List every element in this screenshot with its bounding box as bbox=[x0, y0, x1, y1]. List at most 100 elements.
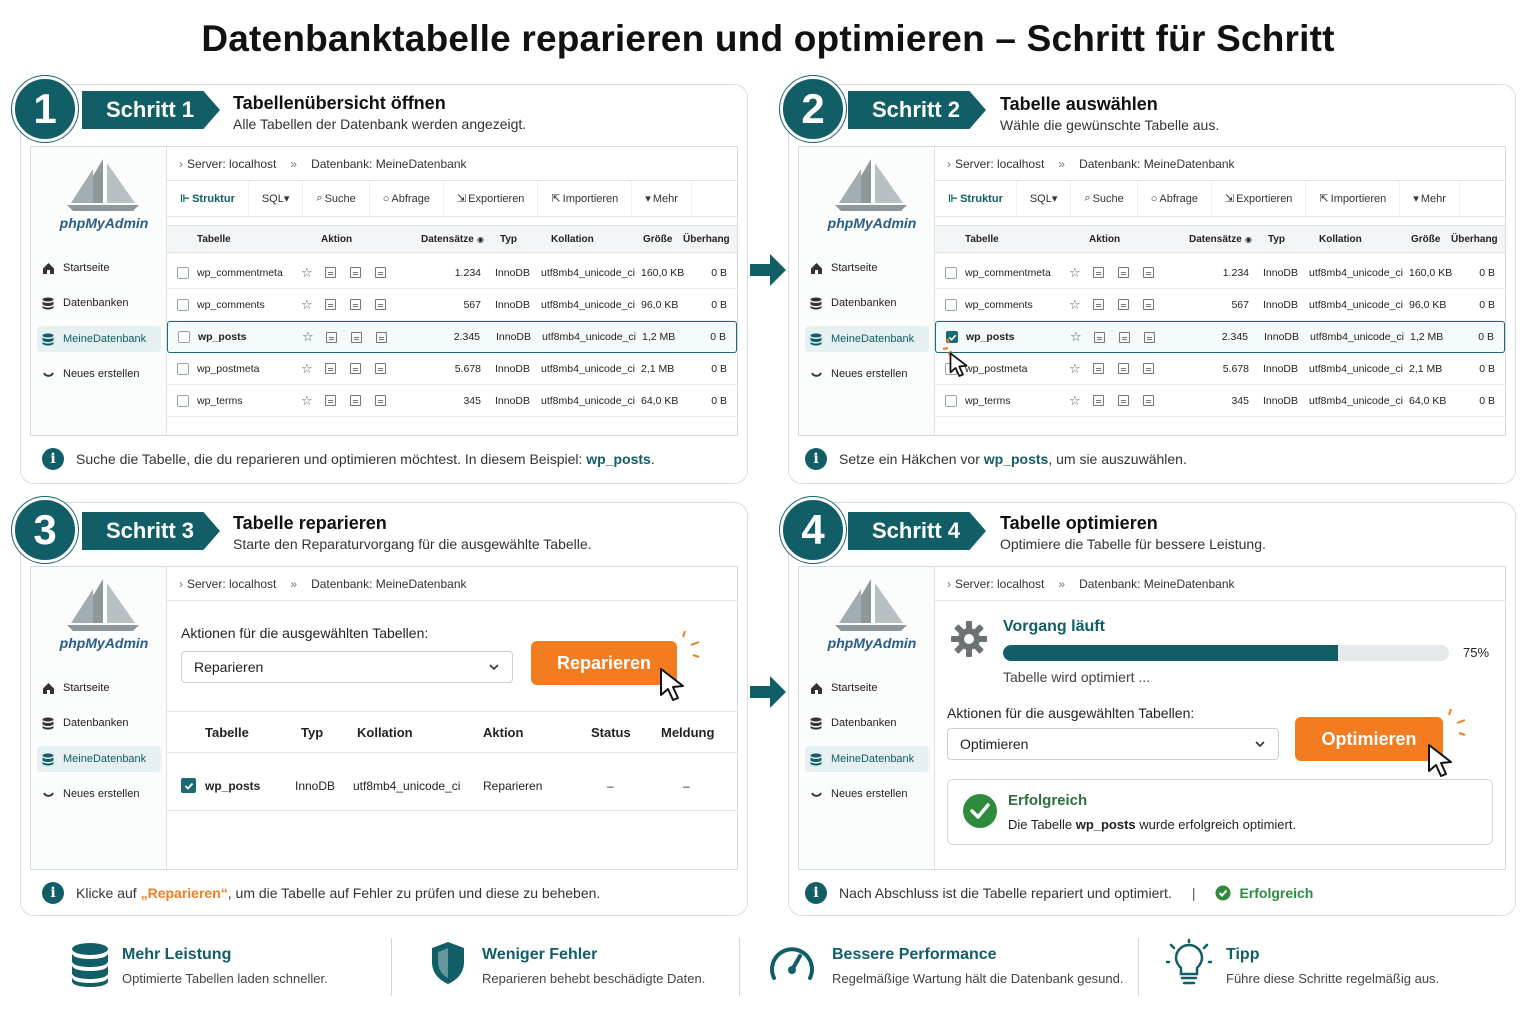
structure-icon[interactable] bbox=[349, 363, 361, 374]
tab-3[interactable]: ⌕ Suche bbox=[303, 180, 370, 217]
star-icon[interactable]: ☆ bbox=[1070, 329, 1082, 344]
tab-2[interactable]: SQL▾ bbox=[1017, 180, 1072, 217]
row-table-name[interactable]: wp_comments bbox=[197, 298, 265, 311]
col-header[interactable]: Tabelle bbox=[197, 233, 231, 245]
sidebar-item-1[interactable]: Startseite bbox=[37, 255, 161, 281]
sidebar-item-3[interactable]: MeineDatenbank bbox=[37, 326, 161, 352]
star-icon[interactable]: ☆ bbox=[301, 392, 313, 408]
browse-icon[interactable] bbox=[1092, 363, 1104, 374]
tab-1[interactable]: ⊩ Struktur bbox=[935, 180, 1017, 217]
col-header[interactable]: Datensätze bbox=[421, 233, 474, 245]
action-select[interactable]: Reparieren bbox=[181, 651, 513, 683]
col-header[interactable]: Kollation bbox=[551, 233, 594, 245]
row-checkbox[interactable] bbox=[945, 257, 957, 288]
tab-5[interactable]: ⇲ Exportieren bbox=[444, 180, 539, 217]
table-row[interactable]: wp_posts ☆ 2.345 InnoDB utf8mb4_unicode_ci 1,… bbox=[167, 321, 737, 353]
structure-icon[interactable] bbox=[349, 299, 361, 310]
sidebar-item-4[interactable]: Neues erstellen bbox=[37, 781, 161, 807]
structure-icon[interactable] bbox=[1117, 299, 1129, 310]
row-checkbox[interactable] bbox=[181, 761, 196, 810]
star-icon[interactable]: ☆ bbox=[301, 296, 313, 312]
star-icon[interactable]: ☆ bbox=[301, 360, 313, 376]
tab-7[interactable]: ▾ Mehr bbox=[1400, 180, 1460, 217]
row-checkbox[interactable] bbox=[178, 322, 190, 352]
crumb-server[interactable]: Server: localhost bbox=[187, 576, 277, 591]
row-table-name[interactable]: wp_postmeta bbox=[197, 362, 260, 375]
row-checkbox[interactable] bbox=[177, 257, 189, 288]
row-checkbox[interactable] bbox=[945, 289, 957, 320]
col-header[interactable]: Kollation bbox=[1319, 233, 1362, 245]
crumb-database[interactable]: Datenbank: MeineDatenbank bbox=[1079, 156, 1235, 171]
star-icon[interactable]: ☆ bbox=[1069, 296, 1081, 312]
row-table-name[interactable]: wp_commentmeta bbox=[965, 266, 1051, 279]
table-row[interactable]: wp_terms ☆ 345 InnoDB utf8mb4_unicode_ci 64,0… bbox=[167, 385, 737, 417]
search-icon[interactable] bbox=[375, 331, 387, 343]
col-header[interactable]: Größe bbox=[643, 233, 673, 245]
row-table-name[interactable]: wp_posts bbox=[966, 331, 1015, 343]
row-table-name[interactable]: wp_commentmeta bbox=[197, 266, 283, 279]
row-checkbox[interactable] bbox=[177, 289, 189, 320]
search-icon[interactable] bbox=[374, 395, 386, 406]
structure-icon[interactable] bbox=[350, 331, 362, 343]
crumb-database[interactable]: Datenbank: MeineDatenbank bbox=[311, 576, 467, 591]
sidebar-item-3[interactable]: MeineDatenbank bbox=[805, 746, 929, 772]
search-icon[interactable] bbox=[1142, 299, 1154, 310]
structure-icon[interactable] bbox=[1117, 267, 1129, 278]
table-row[interactable]: wp_terms ☆ 345 InnoDB utf8mb4_unicode_ci 64,0… bbox=[935, 385, 1505, 417]
browse-icon[interactable] bbox=[324, 299, 336, 310]
row-table-name[interactable]: wp_comments bbox=[965, 298, 1033, 311]
search-icon[interactable] bbox=[1142, 363, 1154, 374]
row-table-name[interactable]: wp_posts bbox=[198, 331, 247, 343]
sidebar-item-4[interactable]: Neues erstellen bbox=[805, 361, 929, 387]
search-icon[interactable] bbox=[374, 267, 386, 278]
tab-1[interactable]: ⊩ Struktur bbox=[167, 180, 249, 217]
sidebar-item-3[interactable]: MeineDatenbank bbox=[37, 746, 161, 772]
browse-icon[interactable] bbox=[325, 331, 337, 343]
col-header[interactable]: Überhang bbox=[1451, 233, 1498, 245]
optimize-button[interactable]: Optimieren bbox=[1295, 717, 1443, 761]
tab-7[interactable]: ▾ Mehr bbox=[632, 180, 692, 217]
phpmyadmin-logo[interactable]: phpMyAdmin bbox=[45, 577, 155, 657]
sidebar-item-2[interactable]: Datenbanken bbox=[805, 710, 929, 736]
col-header[interactable]: Überhang bbox=[683, 233, 730, 245]
star-icon[interactable]: ☆ bbox=[302, 329, 314, 344]
table-row[interactable]: wp_commentmeta ☆ 1.234 InnoDB utf8mb4_unicod… bbox=[167, 257, 737, 289]
search-icon[interactable] bbox=[374, 363, 386, 374]
action-select[interactable]: Optimieren bbox=[947, 728, 1279, 760]
search-icon[interactable] bbox=[1142, 267, 1154, 278]
star-icon[interactable]: ☆ bbox=[1069, 392, 1081, 408]
col-header[interactable]: Aktion bbox=[1089, 233, 1121, 245]
crumb-server[interactable]: Server: localhost bbox=[955, 156, 1045, 171]
col-header[interactable]: Typ bbox=[1268, 233, 1286, 245]
col-header[interactable]: Datensätze bbox=[1189, 233, 1242, 245]
search-icon[interactable] bbox=[374, 299, 386, 310]
row-checkbox[interactable] bbox=[177, 353, 189, 384]
star-icon[interactable]: ☆ bbox=[1069, 264, 1081, 280]
structure-icon[interactable] bbox=[1118, 331, 1130, 343]
structure-icon[interactable] bbox=[349, 395, 361, 406]
browse-icon[interactable] bbox=[324, 395, 336, 406]
table-row[interactable]: wp_postmeta ☆ 5.678 InnoDB utf8mb4_unicode_c… bbox=[167, 353, 737, 385]
row-checkbox[interactable] bbox=[946, 322, 958, 352]
sidebar-item-1[interactable]: Startseite bbox=[805, 255, 929, 281]
structure-icon[interactable] bbox=[1117, 363, 1129, 374]
table-row[interactable]: wp_postmeta ☆ 5.678 InnoDB utf8mb4_unicode_c… bbox=[935, 353, 1505, 385]
tab-6[interactable]: ⇱ Importieren bbox=[538, 180, 633, 217]
browse-icon[interactable] bbox=[1092, 395, 1104, 406]
phpmyadmin-logo[interactable]: phpMyAdmin bbox=[813, 157, 923, 237]
table-row[interactable]: wp_posts ☆ 2.345 InnoDB utf8mb4_unicode_ci 1,… bbox=[935, 321, 1505, 353]
phpmyadmin-logo[interactable]: phpMyAdmin bbox=[45, 157, 155, 237]
tab-6[interactable]: ⇱ Importieren bbox=[1306, 180, 1401, 217]
phpmyadmin-logo[interactable]: phpMyAdmin bbox=[813, 577, 923, 657]
row-table-name[interactable]: wp_postmeta bbox=[965, 362, 1028, 375]
sidebar-item-1[interactable]: Startseite bbox=[37, 675, 161, 701]
repair-button[interactable]: Reparieren bbox=[531, 641, 677, 685]
browse-icon[interactable] bbox=[1093, 331, 1105, 343]
search-icon[interactable] bbox=[1142, 395, 1154, 406]
sidebar-item-2[interactable]: Datenbanken bbox=[805, 290, 929, 316]
structure-icon[interactable] bbox=[349, 267, 361, 278]
col-header[interactable]: Größe bbox=[1411, 233, 1441, 245]
col-header[interactable]: Aktion bbox=[321, 233, 353, 245]
row-checkbox[interactable] bbox=[177, 385, 189, 416]
star-icon[interactable]: ☆ bbox=[1069, 360, 1081, 376]
